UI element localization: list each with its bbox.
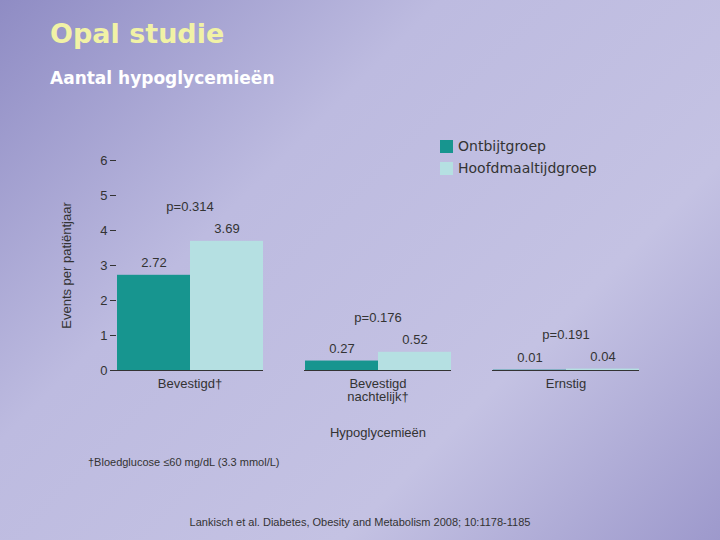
html-text:Ontbijtgroep: Ontbijtgroep [458, 138, 546, 154]
svg-text:6: 6 [100, 153, 107, 168]
svg-text:4: 4 [100, 223, 107, 238]
svg-text:Bevestigdnachtelijk†: Bevestigdnachtelijk† [347, 376, 408, 404]
svg-text:0.04: 0.04 [590, 349, 615, 364]
svg-text:p=0.191: p=0.191 [542, 327, 589, 342]
html-text:Lankisch et al. Diabetes, Obes: Lankisch et al. Diabetes, Obesity and Me… [189, 516, 531, 528]
svg-text:3: 3 [100, 258, 107, 273]
html-text:†Bloedglucose ≤60 mg/dL (3.3 m: †Bloedglucose ≤60 mg/dL (3.3 mmol/L) [88, 456, 280, 468]
svg-text:0: 0 [100, 363, 107, 378]
svg-text:p=0.176: p=0.176 [354, 310, 401, 325]
svg-text:Events per patiëntjaar: Events per patiëntjaar [59, 202, 74, 329]
svg-text:5: 5 [100, 188, 107, 203]
svg-text:Hypoglycemieën: Hypoglycemieën [330, 425, 426, 440]
svg-text:1: 1 [100, 328, 107, 343]
html-text:Hoofdmaaltijdgroep: Hoofdmaaltijdgroep [458, 160, 597, 176]
svg-text:0.27: 0.27 [329, 341, 354, 356]
html-text:Aantal hypoglycemieën: Aantal hypoglycemieën [50, 68, 275, 88]
svg-text:0.01: 0.01 [517, 350, 542, 365]
svg-text:p=0.314: p=0.314 [166, 199, 213, 214]
svg-text:3.69: 3.69 [214, 221, 239, 236]
svg-text:Ernstig: Ernstig [546, 376, 586, 391]
svg-text:Bevestigd†: Bevestigd† [158, 376, 222, 391]
svg-text:0.52: 0.52 [402, 332, 427, 347]
svg-text:2: 2 [100, 293, 107, 308]
html-text:Opal studie: Opal studie [50, 18, 225, 49]
svg-text:2.72: 2.72 [141, 255, 166, 270]
